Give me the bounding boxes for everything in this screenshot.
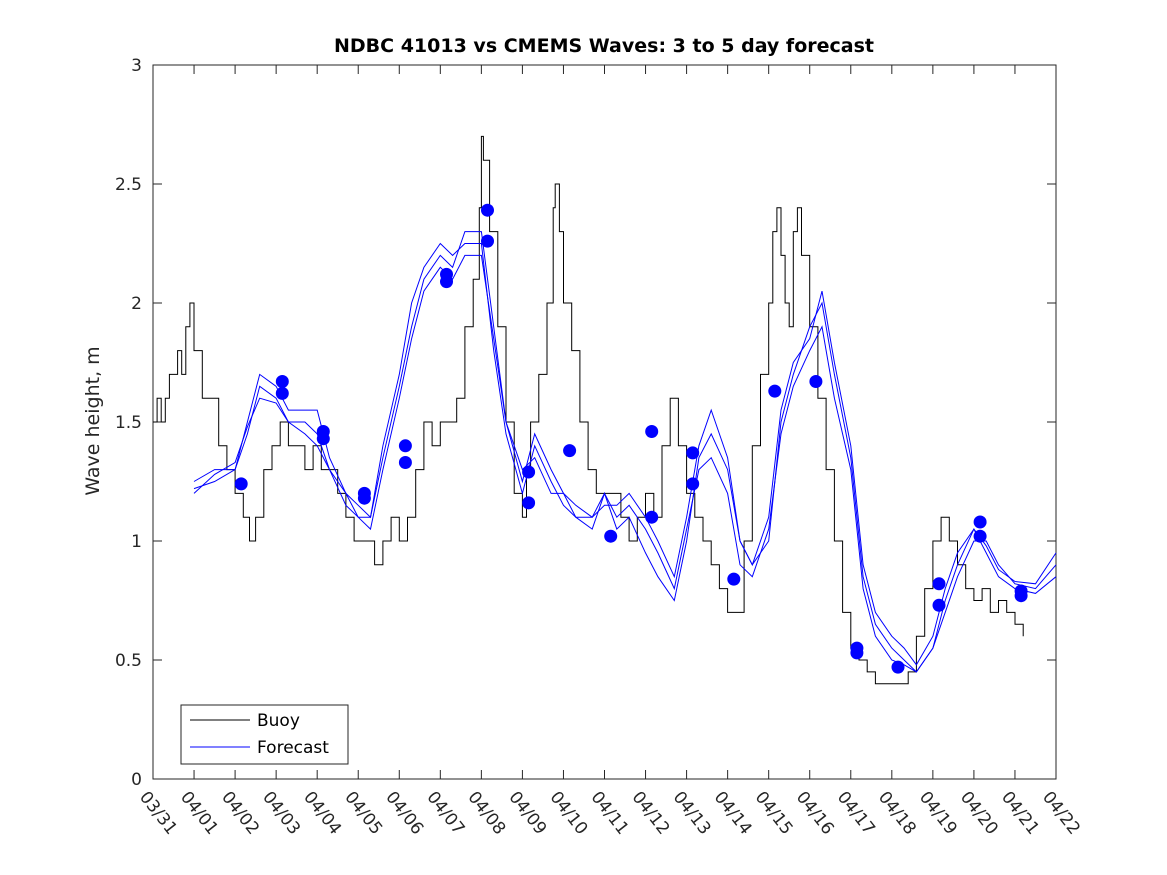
y-tick-label: 2.5: [115, 175, 142, 195]
x-tick-label: 04/07: [422, 788, 468, 839]
forecast-marker: [973, 515, 987, 529]
forecast-marker: [398, 456, 412, 469]
forecast-marker: [481, 203, 494, 217]
forecast-marker: [563, 444, 577, 458]
legend-buoy-label: Buoy: [257, 711, 300, 731]
forecast-marker: [891, 660, 905, 674]
forecast-marker: [398, 439, 412, 453]
x-tick-label: 04/14: [710, 788, 756, 839]
x-tick-label: 04/06: [381, 788, 427, 839]
forecast-marker: [234, 477, 248, 491]
x-tick-label: 04/21: [997, 788, 1043, 839]
x-tick-label: 04/09: [504, 788, 550, 839]
x-tick-label: 04/18: [874, 788, 920, 839]
forecast-marker: [645, 510, 659, 524]
x-tick-label: 04/17: [833, 788, 879, 839]
forecast-line-2: [193, 242, 1057, 673]
x-tick-label: 04/13: [669, 788, 715, 839]
legend-forecast-label: Forecast: [257, 738, 329, 758]
forecast-marker: [522, 496, 536, 510]
x-tick-label: 04/08: [463, 788, 509, 839]
legend: Buoy Forecast: [180, 704, 349, 765]
forecast-line-3: [193, 254, 1057, 666]
forecast-marker: [686, 477, 700, 491]
forecast-marker: [850, 646, 864, 660]
forecast-marker: [727, 572, 741, 586]
forecast-marker: [522, 465, 536, 479]
forecast-marker: [604, 529, 618, 543]
y-tick-label: 3: [131, 56, 142, 76]
x-tick-label: 04/16: [792, 788, 838, 839]
x-tick-label: 04/15: [751, 788, 797, 839]
x-tick-label: 04/03: [258, 788, 304, 839]
y-tick-label: 0.5: [115, 651, 142, 671]
forecast-marker: [932, 598, 946, 612]
forecast-marker: [973, 529, 987, 543]
forecast-marker: [275, 386, 289, 400]
forecast-marker: [357, 491, 371, 505]
forecast-marker: [686, 446, 700, 460]
x-tick-label: 04/11: [587, 788, 633, 839]
forecast-marker: [440, 275, 453, 289]
x-tick-label: 04/19: [915, 788, 961, 839]
y-axis: 0 0.5 1 1.5 2 2.5 3: [115, 56, 1056, 790]
forecast-marker: [932, 577, 946, 591]
forecast-marker: [809, 375, 823, 388]
y-tick-label: 1.5: [115, 413, 142, 433]
y-tick-label: 0: [131, 770, 142, 790]
x-tick-label: 04/12: [628, 788, 674, 839]
forecast-marker: [275, 375, 289, 388]
forecast-markers-layer: [234, 203, 1028, 674]
forecast-marker: [645, 425, 659, 438]
x-tick-label: 04/02: [217, 788, 263, 839]
y-tick-label: 2: [131, 294, 142, 314]
forecast-marker: [768, 384, 782, 398]
x-tick-label: 04/01: [176, 788, 222, 839]
chart-title: NDBC 41013 vs CMEMS Waves: 3 to 5 day fo…: [334, 35, 874, 57]
legend-box: [180, 704, 349, 765]
forecast-marker: [481, 234, 494, 248]
x-tick-label: 04/05: [340, 788, 386, 839]
x-tick-label: 04/10: [546, 788, 592, 839]
forecast-marker: [316, 432, 330, 446]
x-tick-label: 04/22: [1038, 788, 1084, 839]
x-tick-label: 04/20: [956, 788, 1002, 839]
y-axis-label: Wave height, m: [82, 346, 104, 495]
x-tick-label: 03/31: [135, 788, 181, 839]
y-tick-label: 1: [131, 532, 142, 552]
x-tick-label: 04/04: [299, 788, 345, 839]
forecast-marker: [1014, 589, 1028, 603]
